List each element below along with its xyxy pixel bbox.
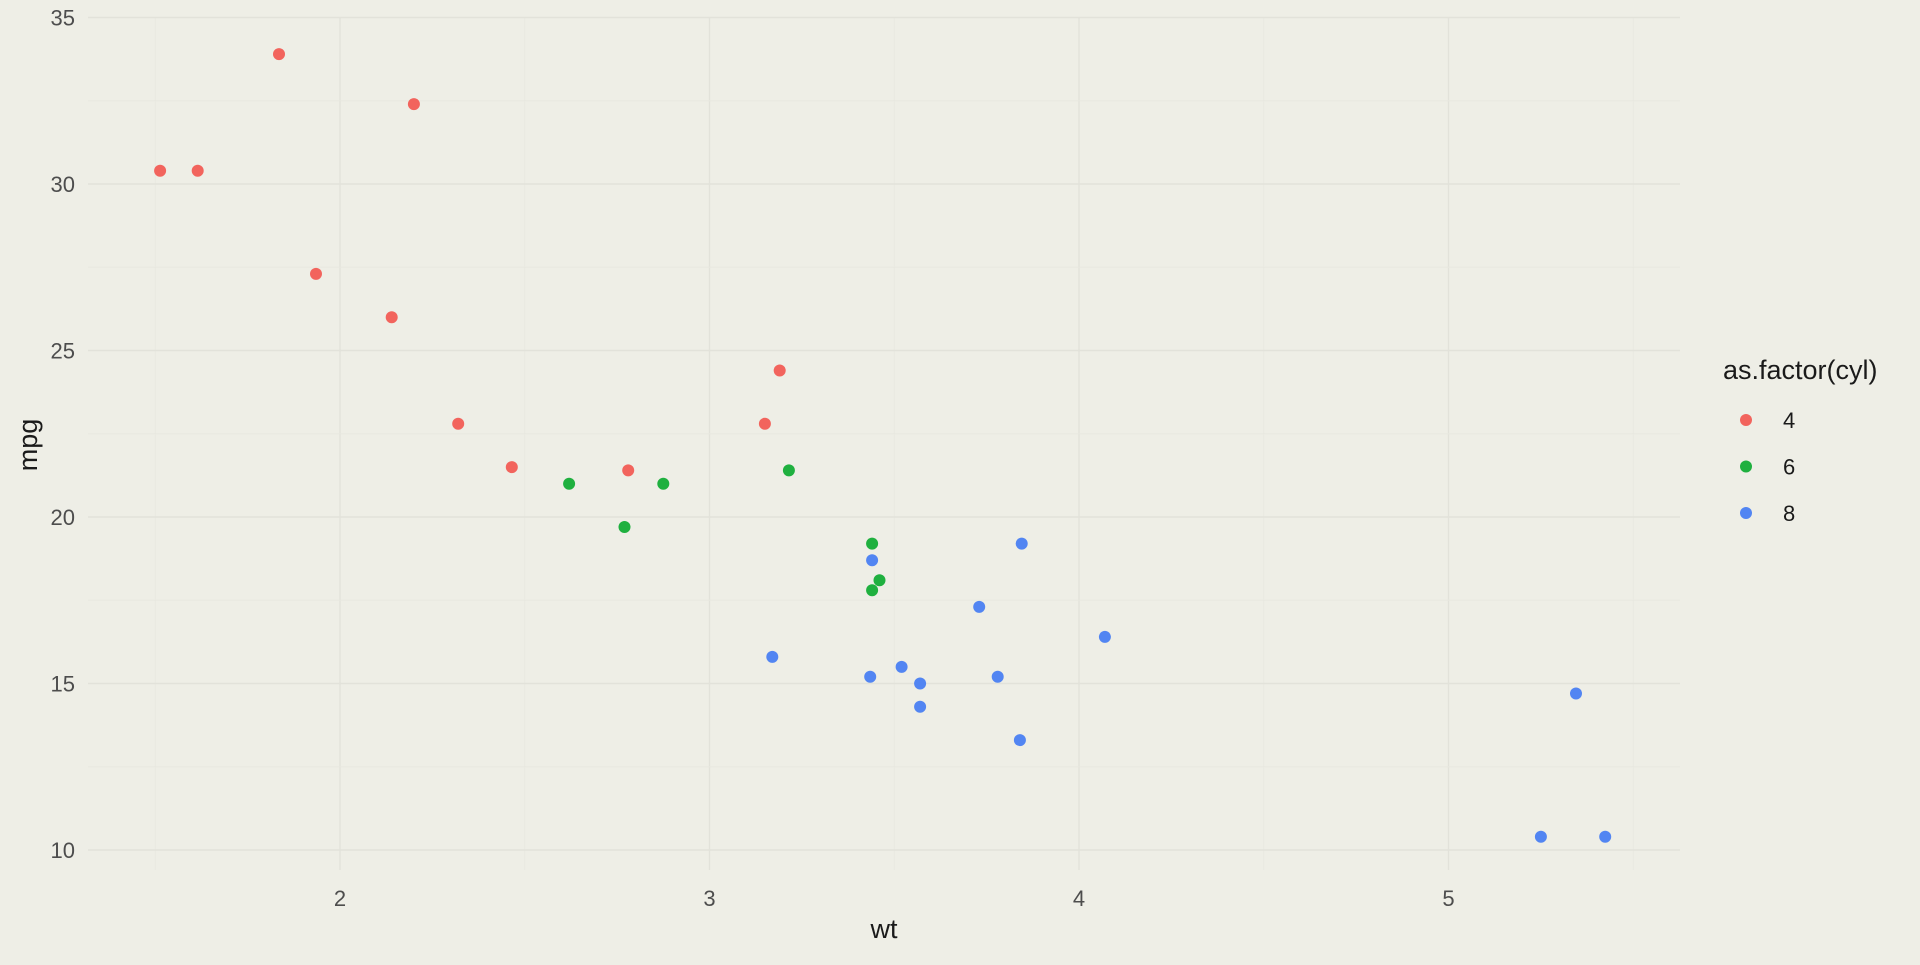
y-tick-label: 10 [51,838,75,863]
data-point-cyl-8 [866,554,879,567]
data-point-cyl-8 [1013,734,1026,747]
x-tick-label: 3 [703,886,715,911]
data-point-cyl-8 [1599,830,1612,843]
legend-label-cyl-6: 6 [1783,455,1795,480]
data-point-cyl-8 [991,670,1004,683]
data-point-cyl-6 [618,521,631,533]
x-tick-label: 2 [334,886,346,911]
data-point-cyl-8 [914,677,927,690]
data-point-cyl-6 [873,574,886,587]
legend-key-cyl-6 [1740,460,1752,473]
data-point-cyl-8 [895,660,908,673]
data-point-cyl-4 [505,461,518,474]
data-point-cyl-8 [766,650,779,663]
y-tick-label: 30 [51,172,75,197]
data-point-cyl-8 [914,700,927,713]
data-point-cyl-6 [866,584,879,597]
data-point-cyl-4 [154,164,167,177]
legend: as.factor(cyl) 4 6 8 [1723,355,1878,526]
data-point-cyl-4 [385,311,398,324]
data-point-cyl-6 [866,537,879,550]
data-point-cyl-4 [452,417,465,430]
y-tick-labels: 10 15 20 25 30 35 [51,6,75,864]
data-point-cyl-4 [273,48,285,61]
data-point-cyl-6 [782,464,795,477]
data-point-cyl-4 [622,464,635,477]
data-point-cyl-4 [310,267,322,280]
data-point-cyl-4 [773,364,786,377]
legend-title: as.factor(cyl) [1723,355,1878,385]
data-point-cyl-4 [407,98,420,111]
data-point-cyl-8 [1015,537,1028,550]
data-point-cyl-8 [1570,687,1582,700]
grid-layer [88,16,1680,870]
data-point-cyl-6 [563,477,576,490]
y-axis-title: mpg [13,419,43,472]
data-point-cyl-8 [1098,630,1111,643]
y-tick-label: 20 [51,505,75,530]
legend-label-cyl-8: 8 [1783,501,1795,526]
y-tick-label: 25 [51,339,75,364]
data-point-cyl-8 [973,600,986,613]
data-points [154,48,1612,843]
x-tick-label: 5 [1442,886,1454,911]
data-point-cyl-6 [657,477,670,490]
x-axis-title: wt [870,914,898,944]
legend-key-cyl-4 [1740,414,1752,426]
data-point-cyl-8 [1534,830,1547,843]
data-point-cyl-4 [758,417,771,430]
data-point-cyl-4 [191,164,204,177]
x-tick-label: 4 [1073,886,1085,911]
y-tick-label: 35 [51,6,75,31]
x-tick-labels: 2 3 4 5 [334,886,1455,911]
y-tick-label: 15 [51,672,75,697]
legend-key-cyl-8 [1740,507,1752,519]
legend-label-cyl-4: 4 [1783,408,1795,433]
data-point-cyl-8 [864,670,877,683]
